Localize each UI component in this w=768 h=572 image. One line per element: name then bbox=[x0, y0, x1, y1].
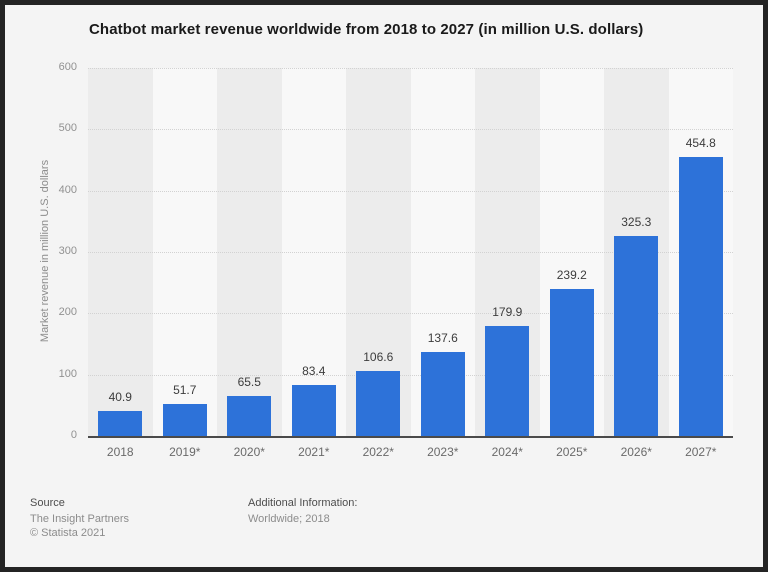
plot-area: 40.9 51.7 65.5 83.4 106.6 137.6 179.9 239.2 325.… bbox=[88, 68, 733, 438]
gridline-300 bbox=[88, 252, 733, 253]
source-heading: Source bbox=[30, 497, 65, 509]
bar-value-label-2020*: 65.5 bbox=[237, 374, 261, 389]
source-line-2: © Statista 2021 bbox=[30, 527, 106, 539]
x-tick-label-2022*: 2022* bbox=[362, 445, 394, 459]
additional-info-block: Additional Information: Worldwide; 2018 bbox=[248, 497, 357, 526]
gridline-100 bbox=[88, 374, 733, 376]
y-tick-label-500: 500 bbox=[58, 122, 77, 135]
bar-value-label-2025*: 239.2 bbox=[556, 268, 587, 283]
y-tick-label-300: 300 bbox=[58, 245, 77, 257]
x-tick-label-2027*: 2027* bbox=[685, 445, 717, 459]
bar-value-label-2023*: 137.6 bbox=[427, 330, 458, 345]
bar-2023* bbox=[420, 351, 465, 436]
x-tick-label-2026*: 2026* bbox=[620, 445, 652, 459]
bar-2022* bbox=[356, 370, 401, 436]
additional-info-heading: Additional Information: bbox=[248, 497, 358, 509]
x-tick-label-2019*: 2019* bbox=[169, 445, 201, 459]
bar-value-label-2027*: 454.8 bbox=[685, 136, 716, 151]
y-tick-label-600: 600 bbox=[58, 61, 77, 73]
x-tick-label-2020*: 2020* bbox=[233, 445, 265, 459]
gridline-500 bbox=[88, 129, 733, 131]
source-block: Source The Insight Partners © Statista 2… bbox=[30, 497, 129, 540]
y-tick-label-0: 0 bbox=[70, 429, 77, 441]
bar-value-label-2026*: 325.3 bbox=[621, 215, 652, 230]
bar-2025* bbox=[549, 289, 594, 436]
bar-2021* bbox=[291, 384, 336, 436]
bar-2018 bbox=[98, 410, 143, 436]
x-tick-label-2018: 2018 bbox=[106, 445, 134, 459]
bar-value-label-2019*: 51.7 bbox=[173, 383, 197, 398]
bar-value-label-2022*: 106.6 bbox=[363, 349, 394, 364]
x-tick-label-2025*: 2025* bbox=[556, 445, 588, 459]
gridline-400 bbox=[88, 190, 733, 192]
bar-value-label-2021*: 83.4 bbox=[302, 363, 326, 378]
additional-info-line: Worldwide; 2018 bbox=[248, 513, 330, 525]
x-tick-label-2023*: 2023* bbox=[427, 445, 459, 459]
bar-2024* bbox=[485, 325, 530, 436]
bar-value-label-2018: 40.9 bbox=[108, 389, 132, 404]
y-tick-label-200: 200 bbox=[58, 306, 77, 319]
x-axis-line bbox=[88, 436, 733, 438]
source-line-1: The Insight Partners bbox=[30, 513, 130, 525]
gridline-200 bbox=[88, 313, 733, 315]
chart-title: Chatbot market revenue worldwide from 20… bbox=[89, 21, 644, 38]
bar-2026* bbox=[614, 236, 659, 436]
gridline-600 bbox=[88, 68, 733, 69]
x-tick-label-2021*: 2021* bbox=[298, 445, 330, 459]
bar-2019* bbox=[162, 404, 207, 436]
bar-2020* bbox=[227, 395, 272, 436]
bar-value-label-2024*: 179.9 bbox=[492, 304, 523, 319]
y-tick-label-100: 100 bbox=[58, 367, 77, 380]
bar-2027* bbox=[678, 157, 723, 436]
y-tick-label-400: 400 bbox=[58, 183, 77, 196]
x-tick-label-2024*: 2024* bbox=[491, 445, 523, 459]
